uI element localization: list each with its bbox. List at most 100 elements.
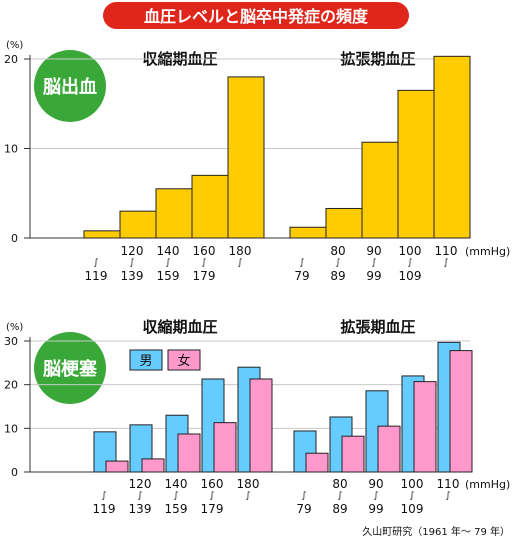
panel1-group1-female-bar — [413, 381, 437, 473]
panel0-group1-bar — [289, 226, 327, 239]
panel1-group0-range-tilde: ∫ — [102, 491, 107, 501]
panel1-group1-range-tilde: ∫ — [446, 491, 451, 501]
panel1-group1-range-tilde: ∫ — [338, 491, 343, 501]
panel0-group0-cat-bottom: 119 — [85, 269, 108, 283]
panel1-group0-range-tilde: ∫ — [174, 491, 179, 501]
panel1-group0-range-tilde: ∫ — [138, 491, 143, 501]
panel0-group1-range-tilde: ∫ — [336, 258, 341, 268]
panel0-group0-range-tilde: ∫ — [130, 258, 135, 268]
panel0-group1-cat-top: 100 — [399, 244, 422, 258]
legend-male-label: 男 — [139, 354, 152, 369]
panel1-group1-cat-bottom: 109 — [401, 502, 424, 516]
panel0-group0-cat-top: 120 — [121, 244, 144, 258]
panel0-group0-bar — [119, 210, 157, 239]
panel0-ytick-label: 0 — [11, 232, 18, 245]
panel1-group1-cat-top: 90 — [368, 477, 383, 491]
panel1-group1-cat-top: 100 — [401, 477, 424, 491]
panel1-group0-female-bar — [105, 460, 129, 473]
panel0-group0-cat-top: 180 — [229, 244, 252, 258]
title-background — [103, 2, 409, 29]
panel1-group0-cat-bottom: 179 — [201, 502, 224, 516]
panel0-group1-cat-top: 80 — [330, 244, 345, 258]
panel1-group0-cat-bottom: 139 — [129, 502, 152, 516]
panel0-group0-bar — [155, 188, 193, 239]
panel0-group1-cat-bottom: 79 — [294, 269, 309, 283]
panel1-group0-range-tilde: ∫ — [210, 491, 215, 501]
panel1-ytick-label: 0 — [11, 466, 18, 479]
panel1-group0-cat-top: 120 — [129, 477, 152, 491]
panel0-group1-cat-top: 110 — [435, 244, 458, 258]
panel0-group1-range-tilde: ∫ — [300, 258, 305, 268]
infarction-x-unit: (mmHg) — [465, 478, 510, 491]
hemorrhage-badge — [34, 50, 106, 122]
panel1-group0-range-tilde: ∫ — [246, 491, 251, 501]
infarction-y-unit: (%) — [6, 322, 23, 333]
legend-female-label: 女 — [177, 353, 190, 369]
hemorrhage-x-unit: (mmHg) — [465, 245, 510, 258]
panel1-group0-cat-top: 180 — [237, 477, 260, 491]
panel1-group1-cat-bottom: 99 — [368, 502, 383, 516]
infarction-diastolic-label: 拡張期血圧 — [340, 318, 415, 336]
hemorrhage-y-unit: (%) — [6, 40, 23, 51]
panel0-group0-cat-top: 160 — [193, 244, 216, 258]
panel0-group0-bar — [191, 174, 229, 239]
infarction-badge — [34, 332, 106, 404]
panel1-group0-cat-bottom: 159 — [165, 502, 188, 516]
panel1-group0-female-bar — [213, 422, 237, 473]
panel1-group1-female-bar — [341, 435, 365, 473]
panel0-group0-cat-bottom: 139 — [121, 269, 144, 283]
panel0-group0-range-tilde: ∫ — [202, 258, 207, 268]
panel1-group1-range-tilde: ∫ — [374, 491, 379, 501]
panel1-ytick-label: 30 — [4, 335, 18, 348]
legend-male-swatch — [129, 349, 163, 371]
legend-female-swatch — [167, 349, 201, 371]
panel0-group0-range-tilde: ∫ — [238, 258, 243, 268]
panel0-group1-bar — [433, 55, 471, 239]
panel0-group0-cat-bottom: 159 — [157, 269, 180, 283]
infarction-badge-label: 脳梗塞 — [43, 358, 98, 380]
panel0-group1-cat-bottom: 89 — [330, 269, 345, 283]
panel1-group1-range-tilde: ∫ — [410, 491, 415, 501]
panel0-ytick-label: 20 — [4, 53, 18, 66]
panel1-group0-cat-top: 140 — [165, 477, 188, 491]
panel1-group1-range-tilde: ∫ — [302, 491, 307, 501]
panel1-group1-female-bar — [449, 350, 473, 473]
panel1-group1-cat-bottom: 79 — [296, 502, 311, 516]
panel1-group1-cat-top: 110 — [437, 477, 460, 491]
panel1-group1-cat-top: 80 — [332, 477, 347, 491]
panel1-ytick-label: 10 — [4, 422, 18, 435]
panel0-group1-cat-top: 90 — [366, 244, 381, 258]
panel1-group0-cat-bottom: 119 — [93, 502, 116, 516]
panel1-group1-female-bar — [305, 452, 329, 473]
infarction-systolic-label: 収縮期血圧 — [142, 318, 217, 336]
panel1-group1-female-bar — [377, 425, 401, 473]
panel1-group0-female-bar — [249, 378, 273, 473]
panel0-group0-bar — [227, 76, 265, 239]
panel0-group0-range-tilde: ∫ — [166, 258, 171, 268]
infarction-panel: 脳梗塞 (%) 収縮期血圧 拡張期血圧 (mmHg) 男 女 — [6, 318, 510, 491]
panel0-group1-cat-bottom: 109 — [399, 269, 422, 283]
panel0-group1-bar — [361, 141, 399, 239]
panel0-group1-bar — [397, 89, 435, 239]
panel0-group0-range-tilde: ∫ — [94, 258, 99, 268]
title-banner: 血圧レベルと脳卒中発症の頻度 — [103, 2, 409, 29]
panel1-group0-cat-top: 160 — [201, 477, 224, 491]
panel1-group0-female-bar — [141, 458, 165, 473]
panel1-group0-female-bar — [177, 433, 201, 473]
hemorrhage-badge-label: 脳出血 — [43, 76, 97, 98]
panel0-group1-cat-bottom: 99 — [366, 269, 381, 283]
panel1-ytick-label: 20 — [4, 379, 18, 392]
panel0-group1-bar — [325, 207, 363, 239]
panel0-group1-range-tilde: ∫ — [444, 258, 449, 268]
panel0-ytick-label: 10 — [4, 143, 18, 156]
panel0-group1-range-tilde: ∫ — [408, 258, 413, 268]
figure-title: 血圧レベルと脳卒中発症の頻度 — [144, 7, 369, 26]
panel0-group0-bar — [83, 230, 121, 239]
panel1-group1-cat-bottom: 89 — [332, 502, 347, 516]
panel0-group1-range-tilde: ∫ — [372, 258, 377, 268]
panel0-group0-cat-bottom: 179 — [193, 269, 216, 283]
panel0-group0-cat-top: 140 — [157, 244, 180, 258]
